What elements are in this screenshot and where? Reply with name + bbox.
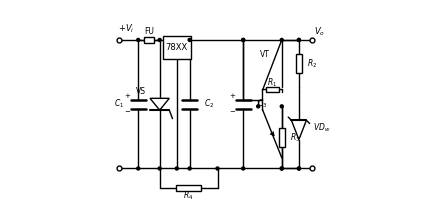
Bar — [175, 184, 201, 191]
Circle shape — [279, 167, 283, 170]
Text: $V_o$: $V_o$ — [313, 25, 324, 38]
Text: $VD_w$: $VD_w$ — [312, 122, 329, 134]
Circle shape — [188, 38, 191, 41]
Text: $+V_i$: $+V_i$ — [118, 23, 134, 36]
Text: $C_1$: $C_1$ — [114, 98, 124, 110]
Circle shape — [188, 167, 191, 170]
Circle shape — [297, 167, 300, 170]
Text: −: − — [229, 109, 235, 115]
Circle shape — [158, 167, 161, 170]
Circle shape — [241, 167, 244, 170]
Text: $R_3$: $R_3$ — [289, 131, 300, 144]
Circle shape — [158, 38, 161, 41]
Text: FU: FU — [144, 27, 154, 36]
Text: $R_4$: $R_4$ — [183, 189, 193, 202]
Circle shape — [241, 38, 244, 41]
Bar — [162, 36, 190, 59]
Bar — [143, 37, 154, 43]
Circle shape — [297, 38, 300, 41]
Text: 78XX: 78XX — [165, 43, 187, 52]
Bar — [265, 87, 278, 92]
Circle shape — [279, 105, 283, 108]
Bar — [295, 54, 302, 73]
Text: −: − — [124, 109, 130, 115]
Text: +: + — [229, 93, 235, 99]
Bar — [278, 128, 284, 147]
Circle shape — [175, 167, 178, 170]
Text: +: + — [124, 93, 130, 99]
Text: $C_3$: $C_3$ — [256, 98, 267, 110]
Circle shape — [279, 167, 283, 170]
Circle shape — [297, 38, 300, 41]
Text: VS: VS — [135, 87, 145, 96]
Text: $R_1$: $R_1$ — [266, 77, 276, 89]
Text: $C_2$: $C_2$ — [203, 98, 213, 110]
Circle shape — [256, 105, 259, 108]
Text: $R_2$: $R_2$ — [307, 57, 317, 70]
Text: VT: VT — [259, 50, 269, 59]
Circle shape — [241, 38, 244, 41]
Circle shape — [136, 38, 139, 41]
Circle shape — [216, 167, 218, 170]
Circle shape — [297, 167, 300, 170]
Circle shape — [136, 167, 139, 170]
Circle shape — [279, 38, 283, 41]
